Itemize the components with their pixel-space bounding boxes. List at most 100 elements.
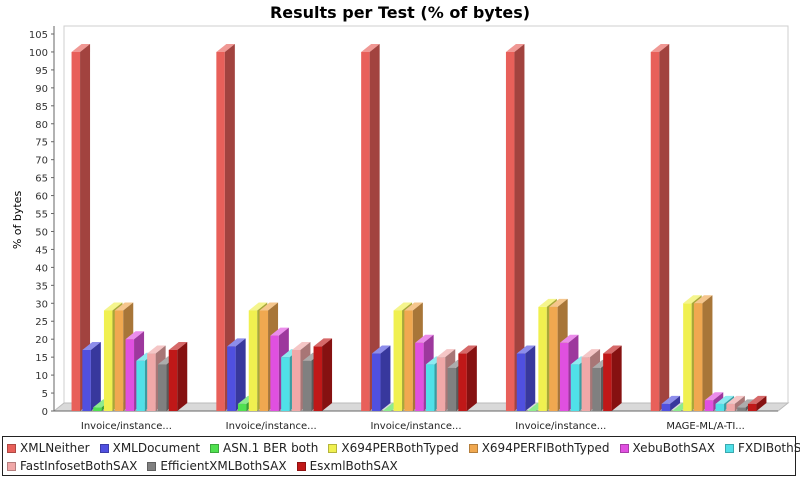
bar-front xyxy=(436,357,446,411)
bar-side xyxy=(177,341,188,411)
y-tick-label: 35 xyxy=(35,281,48,292)
bar xyxy=(516,345,536,411)
y-tick-label: 0 xyxy=(42,407,48,418)
bar-front xyxy=(103,310,113,411)
chart: Results per Test (% of bytes) % of bytes… xyxy=(11,3,790,432)
bar-top xyxy=(693,295,713,304)
legend-item-esxmlbothsax: EsxmlBothSAX xyxy=(296,459,398,473)
bar-top xyxy=(361,43,380,52)
legend-swatch xyxy=(296,461,306,471)
bar-top xyxy=(747,395,767,404)
y-tick-label: 10 xyxy=(35,371,48,382)
bar xyxy=(603,345,622,411)
bar-front xyxy=(404,310,413,411)
bar-top xyxy=(516,345,536,354)
bar-top xyxy=(704,392,724,401)
bar-top xyxy=(683,295,702,304)
legend-label: XebuBothSAX xyxy=(632,441,715,455)
bar-front xyxy=(248,310,258,411)
bar-top xyxy=(259,302,279,311)
bar-front xyxy=(313,346,323,411)
bar-top xyxy=(458,345,477,354)
bar-side xyxy=(224,43,235,411)
bar-top xyxy=(103,302,123,311)
bar-front xyxy=(136,360,145,411)
bar-top xyxy=(270,327,289,336)
bar-side xyxy=(734,395,745,411)
bar-side xyxy=(611,345,622,411)
bar xyxy=(505,43,525,411)
bar-front xyxy=(281,357,290,411)
bar-front xyxy=(726,403,735,411)
y-tick-label: 5 xyxy=(42,389,48,400)
bar-top xyxy=(661,395,681,404)
bar-front xyxy=(371,353,381,411)
bar-front xyxy=(737,407,746,411)
x-tick-label: Invoice/instance... xyxy=(81,421,172,432)
bar xyxy=(371,345,391,411)
y-tick-label: 55 xyxy=(35,210,48,221)
bar-side xyxy=(659,43,670,411)
bar-front xyxy=(227,346,236,411)
bar-front xyxy=(592,367,601,411)
legend-swatch xyxy=(147,461,157,471)
bar-top xyxy=(436,349,456,358)
legend-label: XMLNeither xyxy=(20,441,90,455)
y-tick-label: 15 xyxy=(35,353,48,364)
legend-swatch xyxy=(99,443,109,453)
y-tick-label: 85 xyxy=(35,102,48,113)
bar-front xyxy=(415,342,424,411)
bar-top xyxy=(581,349,601,358)
chart-title: Results per Test (% of bytes) xyxy=(270,3,530,22)
bar-front xyxy=(114,310,124,411)
bar xyxy=(82,341,101,411)
bar-side xyxy=(235,338,246,411)
bar-top xyxy=(291,341,311,350)
y-tick-label: 105 xyxy=(29,30,48,41)
legend-row-1: XMLNeither XMLDocument ASN.1 BER both X6… xyxy=(7,439,800,457)
bar-front xyxy=(747,403,757,411)
bar-side xyxy=(702,295,713,411)
bar-front xyxy=(71,51,81,411)
bar-top xyxy=(650,43,670,52)
legend-item-asn1-ber-both: ASN.1 BER both xyxy=(210,441,318,455)
bar-front xyxy=(549,306,558,411)
bar-front xyxy=(259,310,269,411)
bar-front xyxy=(157,364,167,411)
bar-top xyxy=(216,43,235,52)
bar xyxy=(747,395,767,411)
bar-top xyxy=(538,298,557,307)
bar-side xyxy=(670,395,681,411)
legend-swatch xyxy=(468,443,478,453)
bar-front xyxy=(715,403,725,411)
bar-front xyxy=(291,349,301,411)
bar-top xyxy=(715,395,735,404)
x-tick-label: Invoice/instance... xyxy=(226,421,317,432)
bar-front xyxy=(125,339,135,411)
legend-item-xmlneither: XMLNeither xyxy=(7,441,90,455)
bar-front xyxy=(458,353,467,411)
bar-front xyxy=(270,335,279,411)
legend-label: FXDIBothSAX xyxy=(737,441,800,455)
y-tick-label: 70 xyxy=(35,156,48,167)
bar-top xyxy=(227,338,246,347)
legend-row-2: FastInfosetBothSAX EfficientXMLBothSAX E… xyxy=(7,457,791,475)
legend: XMLNeither XMLDocument ASN.1 BER both X6… xyxy=(2,436,800,476)
x-tick-label: MAGE-ML/A-TI... xyxy=(666,421,744,432)
bar xyxy=(726,395,745,411)
bar-side xyxy=(80,43,91,411)
bar xyxy=(313,338,333,411)
bar-side xyxy=(514,43,525,411)
legend-swatch xyxy=(328,443,338,453)
bar-front xyxy=(82,349,91,411)
bar-side xyxy=(322,338,333,411)
legend-item-fastinfosetbothsax: FastInfosetBothSAX xyxy=(7,459,137,473)
bar-top xyxy=(393,302,413,311)
legend-item-x694perbothtyped: X694PERBothTyped xyxy=(328,441,459,455)
bar xyxy=(661,395,681,411)
bar-front xyxy=(302,360,312,411)
bar-front xyxy=(425,364,435,411)
bar-front xyxy=(559,342,569,411)
bar xyxy=(361,43,380,411)
bar xyxy=(216,43,235,411)
